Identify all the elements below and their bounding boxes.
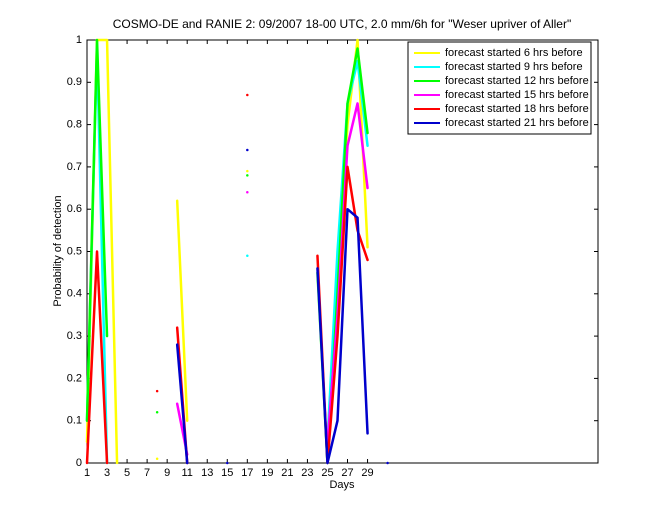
x-tick-label: 1	[84, 467, 90, 479]
x-tick-label: 11	[181, 467, 192, 479]
legend-label: forecast started 21 hrs before	[445, 117, 589, 129]
y-tick-label: 0.3	[67, 330, 82, 342]
x-tick-label: 27	[341, 467, 353, 479]
y-axis-label: Probability of detection	[52, 195, 64, 306]
legend-label: forecast started 12 hrs before	[445, 75, 589, 87]
y-tick-label: 0.9	[67, 76, 82, 88]
legend-label: forecast started 18 hrs before	[445, 103, 589, 115]
x-tick-label: 15	[221, 467, 233, 479]
x-tick-label: 7	[144, 467, 150, 479]
series-line	[175, 148, 389, 465]
x-tick-label: 29	[361, 467, 373, 479]
x-tick-label: 13	[201, 467, 213, 479]
x-tick-label: 23	[301, 467, 313, 479]
x-tick-label: 25	[321, 467, 333, 479]
legend-box	[407, 41, 592, 135]
y-tick-label: 0.6	[67, 203, 82, 215]
legend-label: forecast started 15 hrs before	[445, 89, 589, 101]
legend-label: forecast started 9 hrs before	[445, 61, 583, 73]
y-tick-label: 1	[76, 34, 82, 46]
series-line	[85, 38, 369, 465]
x-tick-label: 9	[164, 467, 170, 479]
y-tick-label: 0.1	[67, 415, 82, 427]
x-axis-label: Days	[329, 479, 355, 491]
y-tick-label: 0.7	[67, 161, 82, 173]
y-tick-label: 0.5	[67, 245, 82, 257]
series-line	[85, 38, 369, 465]
x-tick-label: 17	[241, 467, 253, 479]
x-tick-label: 21	[281, 467, 293, 479]
y-tick-label: 0.2	[67, 372, 82, 384]
x-tick-label: 3	[104, 467, 110, 479]
legend-label: forecast started 6 hrs before	[445, 47, 583, 59]
chart-title: COSMO-DE and RANIE 2: 09/2007 18-00 UTC,…	[113, 17, 571, 31]
y-tick-label: 0	[76, 457, 82, 469]
y-tick-label: 0.4	[67, 288, 82, 300]
x-tick-label: 5	[124, 467, 130, 479]
x-tick-label: 19	[261, 467, 273, 479]
y-tick-label: 0.8	[67, 119, 82, 131]
